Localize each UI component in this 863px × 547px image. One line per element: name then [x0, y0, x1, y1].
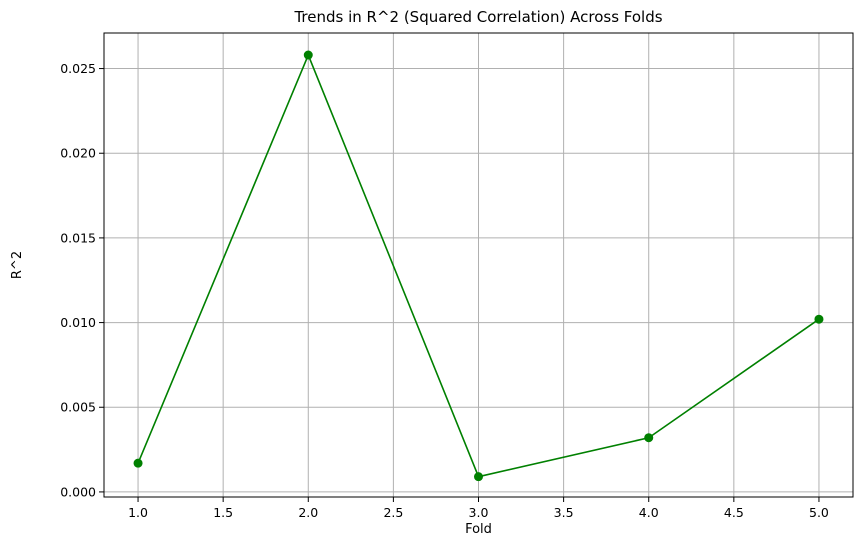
x-tick-label: 4.0 — [639, 505, 659, 520]
x-axis-ticks: 1.0 1.5 2.0 2.5 3.0 3.5 4.0 4.5 5.0 — [128, 497, 829, 520]
x-tick-label: 3.5 — [554, 505, 574, 520]
data-point — [133, 458, 143, 468]
y-tick-label: 0.020 — [60, 146, 96, 161]
grid — [104, 33, 853, 497]
data-point — [474, 472, 483, 482]
y-tick-label: 0.010 — [60, 315, 96, 330]
data-point — [644, 433, 654, 443]
x-tick-label: 1.0 — [128, 505, 148, 520]
y-tick-label: 0.005 — [60, 400, 96, 415]
chart-title: Trends in R^2 (Squared Correlation) Acro… — [293, 8, 662, 26]
x-tick-label: 1.5 — [213, 505, 233, 520]
y-axis-ticks: 0.000 0.005 0.010 0.015 0.020 0.025 — [60, 61, 104, 499]
x-tick-label: 2.0 — [298, 505, 318, 520]
y-tick-label: 0.015 — [60, 230, 96, 245]
x-tick-label: 5.0 — [809, 505, 829, 520]
x-tick-label: 3.0 — [469, 505, 489, 520]
y-tick-label: 0.025 — [60, 61, 96, 76]
y-tick-label: 0.000 — [60, 484, 96, 499]
x-tick-label: 2.5 — [383, 505, 403, 520]
x-axis-label: Fold — [465, 522, 492, 537]
x-tick-label: 4.5 — [724, 505, 744, 520]
data-point — [303, 50, 313, 60]
series-layer — [133, 50, 824, 482]
y-axis-label: R^2 — [10, 251, 25, 279]
data-point — [814, 314, 824, 324]
